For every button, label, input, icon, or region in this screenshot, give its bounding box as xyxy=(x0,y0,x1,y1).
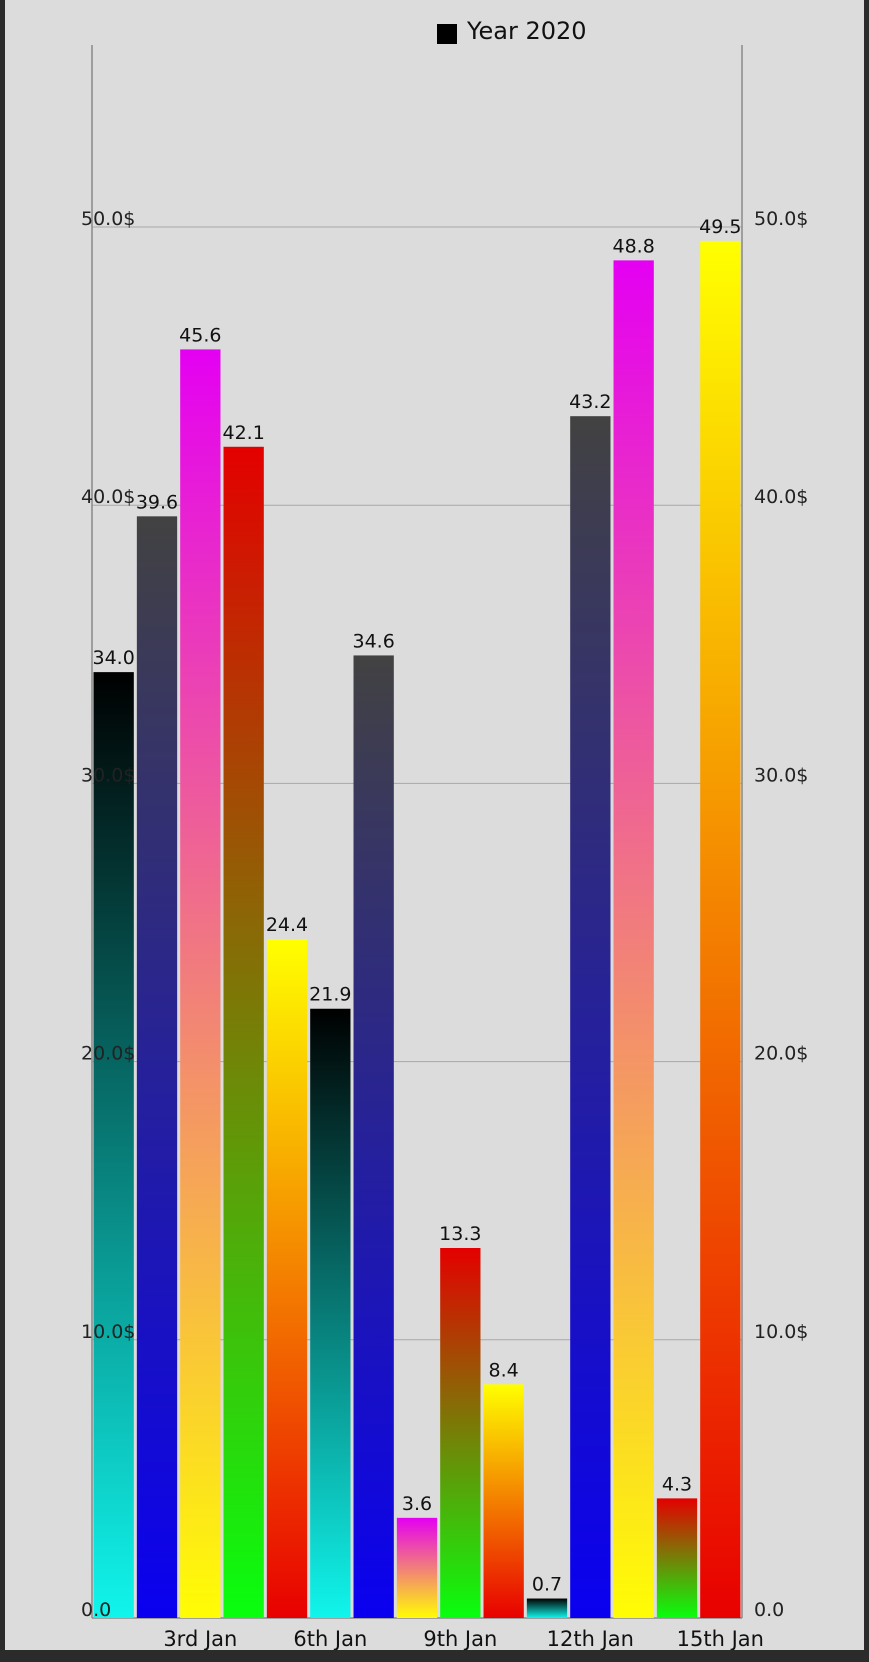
data-label-6: 21.9 xyxy=(309,984,351,1006)
y-tick-left: 0.0 xyxy=(81,1599,111,1621)
x-tick-label: 3rd Jan xyxy=(163,1627,237,1650)
bar-10 xyxy=(483,1384,524,1618)
y-tick-left: 10.0$ xyxy=(81,1321,135,1343)
data-label-13: 48.8 xyxy=(613,235,655,257)
y-axis-right-ticks: 0.0 10.0$ 20.0$ 30.0$ 40.0$ 50.0$ xyxy=(754,208,808,1621)
bar-11 xyxy=(526,1598,568,1618)
data-label-5: 24.4 xyxy=(266,914,308,936)
data-label-8: 3.6 xyxy=(402,1493,432,1515)
x-tick-label: 12th Jan xyxy=(547,1627,634,1650)
x-tick-label: 9th Jan xyxy=(423,1627,497,1650)
bar-14 xyxy=(656,1498,698,1618)
y-tick-right: 10.0$ xyxy=(754,1321,808,1343)
bar-13 xyxy=(613,260,654,1618)
data-label-14: 4.3 xyxy=(662,1473,692,1495)
data-label-4: 42.1 xyxy=(223,422,265,444)
bar-5 xyxy=(266,939,308,1618)
data-label-15: 49.5 xyxy=(699,216,741,238)
y-tick-right: 30.0$ xyxy=(754,764,808,786)
bar-2 xyxy=(136,516,178,1618)
bar-12 xyxy=(570,416,611,1618)
x-tick-label: 6th Jan xyxy=(293,1627,367,1650)
bar-1 xyxy=(93,672,134,1618)
x-axis-ticks: 3rd Jan 6th Jan 9th Jan 12th Jan 15th Jan xyxy=(163,1627,764,1650)
data-label-10: 8.4 xyxy=(489,1359,519,1381)
y-tick-left: 30.0$ xyxy=(81,764,135,786)
data-label-9: 13.3 xyxy=(439,1223,481,1245)
bar-15 xyxy=(700,240,741,1618)
bar-4 xyxy=(223,446,264,1618)
legend-swatch xyxy=(437,24,457,44)
y-tick-right: 0.0 xyxy=(754,1599,784,1621)
bar-3 xyxy=(180,349,221,1619)
chart-legend: Year 2020 xyxy=(437,16,587,46)
data-labels: 34.0 39.6 45.6 42.1 24.4 21.9 34.6 3.6 13.3 8.4 0.… xyxy=(93,216,742,1596)
chart-panel: 34.0 39.6 45.6 42.1 24.4 21.9 34.6 3.6 13.3 8.4 0.… xyxy=(5,0,864,1650)
data-label-1: 34.0 xyxy=(93,647,135,669)
data-label-11: 0.7 xyxy=(532,1574,562,1596)
bar-9 xyxy=(440,1247,481,1618)
y-tick-left: 50.0$ xyxy=(81,208,135,230)
data-label-7: 34.6 xyxy=(353,630,395,652)
bar-6 xyxy=(310,1008,351,1618)
y-tick-right: 40.0$ xyxy=(754,486,808,508)
y-axis-left-ticks: 0.0 10.0$ 20.0$ 30.0$ 40.0$ 50.0$ xyxy=(81,208,135,1621)
y-tick-left: 40.0$ xyxy=(81,486,135,508)
bar-7 xyxy=(353,655,394,1618)
data-label-3: 45.6 xyxy=(179,324,221,346)
data-label-12: 43.2 xyxy=(569,391,611,413)
bars xyxy=(93,240,741,1619)
legend-label: Year 2020 xyxy=(467,17,587,45)
y-tick-right: 20.0$ xyxy=(754,1043,808,1065)
bar-chart: 34.0 39.6 45.6 42.1 24.4 21.9 34.6 3.6 13.3 8.4 0.… xyxy=(81,45,808,1650)
data-label-2: 39.6 xyxy=(136,491,178,513)
y-tick-right: 50.0$ xyxy=(754,208,808,230)
bar-8 xyxy=(396,1517,438,1618)
y-tick-left: 20.0$ xyxy=(81,1043,135,1065)
x-tick-label: 15th Jan xyxy=(677,1627,764,1650)
